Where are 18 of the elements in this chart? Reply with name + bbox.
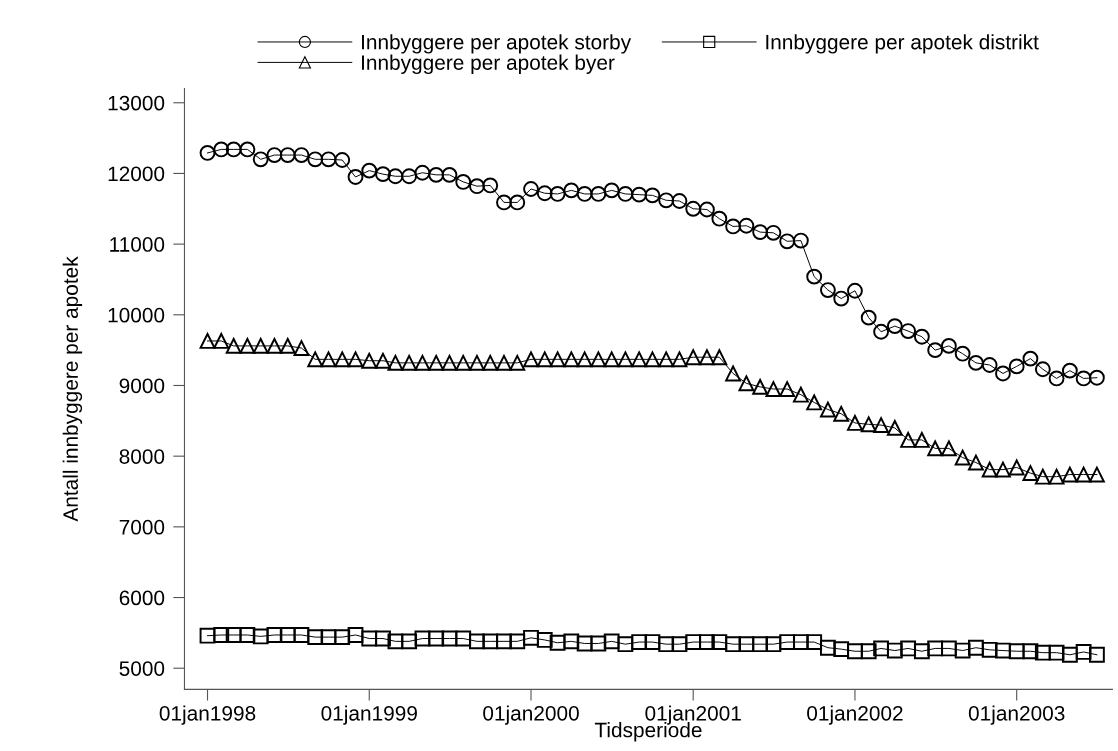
y-tick-label: 8000: [119, 449, 165, 464]
x-tick-label: 01jan2000: [483, 705, 579, 725]
y-tick-label: 13000: [108, 95, 165, 111]
legend-label: Innbyggere per apotek byer: [362, 54, 615, 75]
y-tick-label: 11000: [110, 237, 165, 252]
y-tick-label: 7000: [119, 519, 165, 535]
x-tick-label: 01jan1998: [159, 705, 256, 725]
y-axis-title: Antall innbyggere per apotek: [62, 256, 83, 522]
x-tick-label: 01jan2003: [968, 705, 1065, 725]
legend-label: Innbyggere per apotek distrikt: [766, 34, 1039, 54]
y-tick-label: 6000: [119, 590, 165, 606]
y-tick-label: 9000: [119, 378, 165, 394]
y-tick-label: 5000: [119, 661, 165, 676]
y-tick-label: 10000: [108, 307, 165, 323]
legend-label: Innbyggere per apotek storby: [362, 34, 632, 54]
y-tick-label: 12000: [108, 166, 165, 182]
x-tick-label: 01jan1999: [321, 705, 417, 725]
x-tick-label: 01jan2002: [807, 705, 903, 725]
